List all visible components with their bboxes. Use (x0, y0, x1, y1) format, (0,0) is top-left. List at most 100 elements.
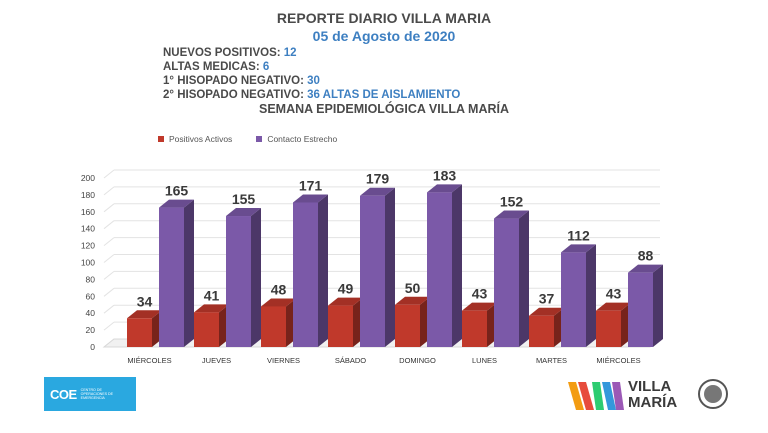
data-label-contacto-5: 152 (500, 194, 524, 210)
data-label-positivos-6: 37 (539, 291, 555, 307)
bar-contacto-4-top (427, 184, 462, 193)
gridline-diag-3 (103, 287, 115, 297)
bar-positivos-0-top (127, 310, 162, 319)
x-tick-label-2: VIERNES (267, 356, 300, 365)
bar-contacto-5 (494, 218, 519, 347)
bar-contacto-0 (159, 207, 184, 347)
bar-contacto-3-side (385, 187, 395, 347)
y-tick-label: 40 (86, 308, 96, 318)
x-tick-label-5: LUNES (472, 356, 497, 365)
data-label-contacto-6: 112 (567, 227, 590, 243)
bar-contacto-2-top (293, 194, 328, 203)
report-date: 05 de Agosto de 2020 (312, 28, 456, 44)
bar-contacto-1-top (226, 208, 261, 217)
gridline-diag-4 (103, 271, 115, 280)
gridline-diag-1 (103, 321, 115, 331)
coe-logo: COE CENTRO DE OPERACIONES DE EMERGENCIA (44, 377, 136, 411)
gridline-diag-10 (103, 169, 115, 179)
bar-contacto-6-top (561, 244, 596, 253)
x-tick-label-0: MIÉRCOLES (127, 356, 171, 365)
bar-contacto-1 (226, 216, 251, 347)
bar-positivos-7 (596, 310, 621, 347)
y-tick-label: 200 (81, 173, 95, 183)
villa-maria-logo: VILLA MARÍA (566, 376, 736, 416)
bar-positivos-1 (194, 312, 219, 347)
data-label-positivos-0: 34 (137, 293, 153, 309)
report-title: REPORTE DIARIO VILLA MARIA (276, 10, 492, 26)
chart-legend: Positivos Activos Contacto Estrecho (158, 134, 337, 144)
y-tick-label: 140 (81, 224, 95, 234)
bar-positivos-4 (395, 304, 420, 347)
bar-positivos-3-top (328, 297, 363, 306)
bar-contacto-5-side (519, 210, 529, 347)
data-label-positivos-4: 50 (405, 280, 421, 296)
gridline-diag-2 (103, 304, 115, 314)
villa-maria-logo-text: VILLA MARÍA (628, 378, 678, 411)
bar-contacto-0-top (159, 199, 194, 208)
bar-contacto-7-side (653, 264, 663, 347)
bar-contacto-6-side (586, 244, 596, 347)
gridline-diag-9 (103, 186, 115, 196)
bar-positivos-5 (462, 310, 487, 347)
coe-logo-mark: COE (50, 386, 77, 402)
gridline-diag-8 (103, 203, 115, 213)
gridline-diag-6 (103, 237, 115, 246)
bar-positivos-6 (529, 315, 554, 347)
bar-contacto-3-top (360, 187, 395, 196)
legend-label-contacto: Contacto Estrecho (267, 134, 338, 144)
bar-contacto-5-top (494, 210, 529, 219)
bar-contacto-2-side (318, 194, 328, 347)
bar-contacto-7-top (628, 264, 663, 273)
y-tick-label: 160 (81, 207, 95, 217)
data-label-positivos-3: 49 (338, 281, 354, 297)
bar-contacto-7 (628, 272, 653, 347)
legend-label-positivos: Positivos Activos (169, 134, 233, 144)
data-label-contacto-3: 179 (366, 171, 390, 187)
legend-item-contacto: Contacto Estrecho (256, 134, 337, 144)
data-label-contacto-0: 165 (165, 183, 189, 199)
bar-contacto-0-side (184, 199, 194, 347)
x-tick-label-3: SÁBADO (335, 356, 366, 365)
stats-block: NUEVOS POSITIVOS: 12 ALTAS MEDICAS: 6 1°… (163, 46, 460, 102)
week-title: SEMANA EPIDEMIOLÓGICA VILLA MARÍA (259, 102, 509, 116)
data-label-positivos-7: 43 (606, 286, 622, 302)
data-label-contacto-4: 183 (433, 167, 457, 183)
x-tick-label-7: MIÉRCOLES (596, 356, 640, 365)
y-tick-label: 100 (81, 258, 95, 268)
stat-medical-discharges: ALTAS MEDICAS: 6 (163, 61, 270, 73)
y-tick-label: 0 (90, 342, 95, 352)
bar-contacto-6 (561, 252, 586, 347)
legend-swatch-contacto (256, 136, 263, 142)
data-label-contacto-7: 88 (638, 248, 654, 264)
bar-positivos-2-top (261, 298, 296, 307)
y-tick-label: 20 (86, 325, 96, 335)
bar-positivos-5-top (462, 302, 497, 311)
city-seal-icon (698, 379, 728, 409)
bar-contacto-2 (293, 202, 318, 347)
bar-positivos-4-top (395, 296, 430, 305)
bar-positivos-3 (328, 305, 353, 347)
bar-positivos-7-top (596, 302, 631, 311)
x-tick-label-4: DOMINGO (399, 356, 436, 365)
bar-contacto-4 (427, 192, 452, 347)
data-label-contacto-1: 155 (232, 191, 256, 207)
stat-first-swab-negative: 1° HISOPADO NEGATIVO: 30 (163, 75, 320, 87)
coe-logo-subtitle: CENTRO DE OPERACIONES DE EMERGENCIA (80, 388, 114, 400)
data-label-positivos-5: 43 (472, 286, 488, 302)
stat-new-positives: NUEVOS POSITIVOS: 12 (163, 47, 297, 59)
x-tick-label-1: JUEVES (202, 356, 231, 365)
gridline-diag-5 (103, 254, 115, 263)
x-tick-label-6: MARTES (536, 356, 567, 365)
y-tick-label: 180 (81, 190, 95, 200)
y-tick-label: 60 (86, 291, 96, 301)
bar-positivos-2 (261, 306, 286, 347)
bar-positivos-1-top (194, 304, 229, 313)
data-label-positivos-1: 41 (204, 287, 220, 303)
data-label-contacto-2: 171 (299, 178, 323, 194)
bar-positivos-0 (127, 318, 152, 347)
villa-maria-logo-mark (568, 382, 624, 410)
data-label-positivos-2: 48 (271, 281, 287, 297)
gridline-diag-7 (103, 220, 115, 230)
stat-second-swab-negative: 2° HISOPADO NEGATIVO: 36 ALTAS DE AISLAM… (163, 89, 461, 101)
bar-contacto-1-side (251, 208, 261, 347)
